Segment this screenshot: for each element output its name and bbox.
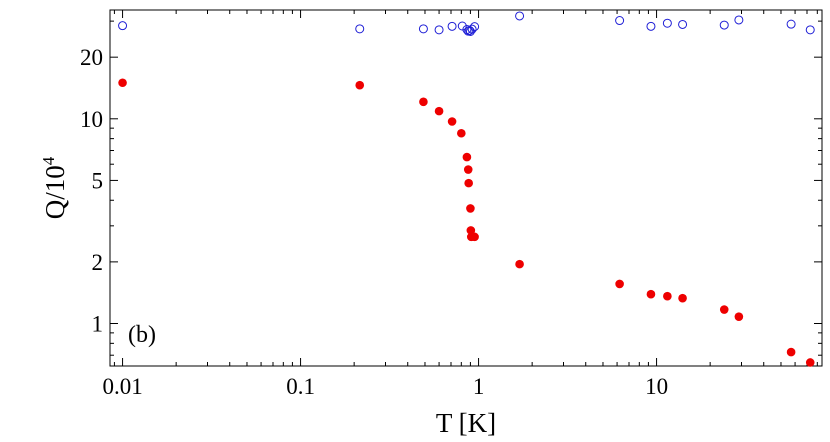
data-point-open xyxy=(786,19,796,29)
y-tick-label: 10 xyxy=(80,107,103,132)
data-point-filled xyxy=(663,291,672,301)
x-tick-label: 10 xyxy=(645,374,668,399)
data-point-filled xyxy=(470,232,479,242)
data-point-open xyxy=(805,25,815,35)
data-point-open xyxy=(662,18,672,28)
y-axis-label-base: Q/10 xyxy=(40,165,70,219)
data-point-open xyxy=(355,24,365,34)
data-point-open xyxy=(646,21,656,31)
y-tick-label: 5 xyxy=(92,168,104,193)
data-point-filled xyxy=(464,178,473,188)
y-axis-label-exponent: 4 xyxy=(39,156,58,165)
data-point-filled xyxy=(419,97,428,107)
x-tick-label: 0.01 xyxy=(102,374,142,399)
data-point-open xyxy=(447,21,457,31)
data-point-filled xyxy=(615,279,624,289)
data-point-filled xyxy=(447,117,457,126)
points-layer xyxy=(118,11,815,367)
data-point-filled xyxy=(463,165,473,174)
y-tick-label: 2 xyxy=(92,250,104,275)
data-point-filled xyxy=(466,226,476,235)
data-point-open xyxy=(719,20,729,30)
data-point-filled xyxy=(805,358,815,367)
data-point-filled xyxy=(118,78,127,88)
y-axis-label: Q/104 xyxy=(39,156,70,219)
data-point-open xyxy=(615,16,625,26)
data-point-open xyxy=(515,11,525,21)
data-point-filled xyxy=(355,80,365,90)
ticks-layer: 0.01 0.1 1 10 1 2 5 10 20 xyxy=(80,10,822,399)
x-tick-label: 1 xyxy=(473,374,485,399)
data-point-filled xyxy=(457,128,466,138)
data-point-filled xyxy=(646,289,656,299)
data-point-filled xyxy=(462,152,472,162)
data-point-filled xyxy=(786,347,796,357)
panel-label: (b) xyxy=(128,322,156,348)
data-point-open xyxy=(470,22,480,32)
data-point-open xyxy=(118,21,128,31)
data-point-filled xyxy=(678,293,687,303)
data-point-filled xyxy=(515,259,524,269)
data-point-filled xyxy=(719,305,729,314)
x-tick-label: 0.1 xyxy=(286,374,315,399)
data-point-filled xyxy=(734,312,744,321)
data-point-open xyxy=(467,24,477,34)
data-point-filled xyxy=(466,204,475,213)
data-point-open xyxy=(434,25,444,35)
data-point-open xyxy=(418,24,428,34)
data-point-filled xyxy=(434,106,444,116)
x-axis-label: T [K] xyxy=(436,408,496,438)
plot-frame xyxy=(109,9,823,367)
data-point-open xyxy=(678,19,688,29)
y-tick-label: 1 xyxy=(92,312,104,337)
data-point-open xyxy=(734,15,744,25)
y-tick-label: 20 xyxy=(80,45,103,70)
